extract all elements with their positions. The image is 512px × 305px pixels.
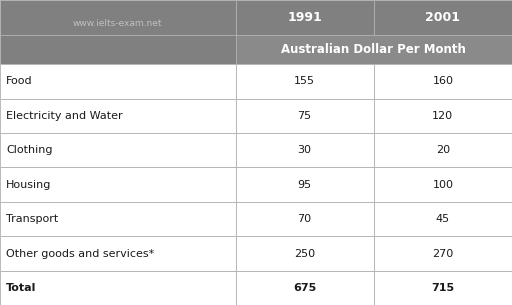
Bar — [236, 167, 374, 202]
Text: Electricity and Water: Electricity and Water — [6, 111, 123, 121]
Text: Housing: Housing — [6, 180, 52, 190]
Bar — [374, 271, 512, 305]
Bar — [236, 35, 512, 64]
Text: Other goods and services*: Other goods and services* — [6, 249, 155, 259]
Bar — [0, 133, 236, 167]
Bar — [0, 35, 236, 64]
Bar — [0, 64, 236, 99]
Bar — [374, 99, 512, 133]
Text: Total: Total — [6, 283, 36, 293]
Text: Australian Dollar Per Month: Australian Dollar Per Month — [281, 43, 466, 56]
Text: 95: 95 — [297, 180, 312, 190]
Bar — [236, 0, 374, 35]
Bar — [0, 167, 236, 202]
Text: www.ielts-exam.net: www.ielts-exam.net — [73, 19, 162, 28]
Text: 675: 675 — [293, 283, 316, 293]
Bar — [0, 236, 236, 271]
Text: 155: 155 — [294, 76, 315, 86]
Bar — [236, 99, 374, 133]
Text: 250: 250 — [294, 249, 315, 259]
Bar — [374, 0, 512, 35]
Text: 2001: 2001 — [425, 11, 460, 24]
Bar — [236, 133, 374, 167]
Bar — [0, 202, 236, 236]
Bar — [236, 271, 374, 305]
Text: 160: 160 — [432, 76, 454, 86]
Text: 715: 715 — [431, 283, 455, 293]
Text: 75: 75 — [297, 111, 312, 121]
Text: 1991: 1991 — [287, 11, 322, 24]
Bar — [236, 202, 374, 236]
Bar — [374, 202, 512, 236]
Bar — [374, 133, 512, 167]
Bar — [0, 0, 236, 35]
Text: Clothing: Clothing — [6, 145, 53, 155]
Text: Food: Food — [6, 76, 33, 86]
Text: Transport: Transport — [6, 214, 58, 224]
Bar — [374, 64, 512, 99]
Bar — [374, 167, 512, 202]
Text: 100: 100 — [432, 180, 454, 190]
Text: 20: 20 — [436, 145, 450, 155]
Bar — [0, 271, 236, 305]
Text: 30: 30 — [297, 145, 312, 155]
Text: 270: 270 — [432, 249, 454, 259]
Text: 45: 45 — [436, 214, 450, 224]
Bar — [374, 236, 512, 271]
Bar — [236, 64, 374, 99]
Text: 120: 120 — [432, 111, 454, 121]
Bar — [236, 236, 374, 271]
Bar — [0, 99, 236, 133]
Text: 70: 70 — [297, 214, 312, 224]
